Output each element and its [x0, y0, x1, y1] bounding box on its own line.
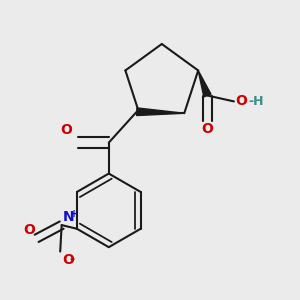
Text: O: O [236, 94, 247, 108]
Text: O: O [61, 123, 73, 137]
Text: O: O [23, 223, 35, 237]
Text: +: + [70, 208, 78, 219]
Polygon shape [136, 108, 184, 116]
Text: -H: -H [248, 95, 264, 108]
Text: O: O [62, 253, 74, 267]
Text: -: - [69, 253, 74, 266]
Text: N: N [63, 210, 75, 224]
Polygon shape [198, 70, 211, 97]
Text: O: O [202, 122, 213, 136]
